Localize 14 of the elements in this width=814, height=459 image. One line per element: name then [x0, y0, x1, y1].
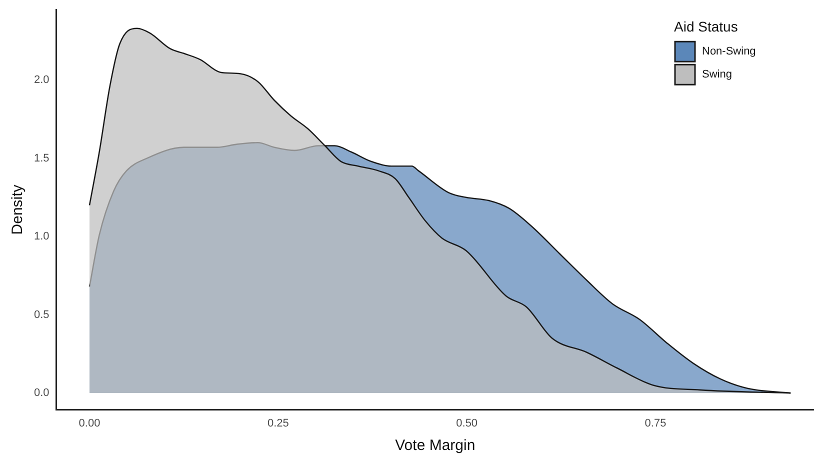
y-tick-label: 0.0: [34, 387, 50, 400]
y-axis-title: Density: [9, 184, 26, 235]
x-tick-label: 0.75: [644, 417, 666, 430]
x-axis-title: Vote Margin: [395, 437, 476, 454]
x-tick-label: 0.25: [267, 417, 289, 430]
legend-title: Aid Status: [674, 18, 738, 34]
x-tick-label: 0.00: [78, 417, 100, 430]
y-tick-label: 0.5: [34, 308, 50, 321]
y-tick-label: 1.5: [34, 152, 50, 164]
x-tick-label: 0.50: [456, 417, 478, 430]
legend-label: Swing: [702, 68, 732, 81]
y-tick-label: 1.0: [34, 230, 50, 243]
legend-label: Non-Swing: [702, 46, 756, 58]
y-tick-label: 2.0: [34, 74, 50, 86]
